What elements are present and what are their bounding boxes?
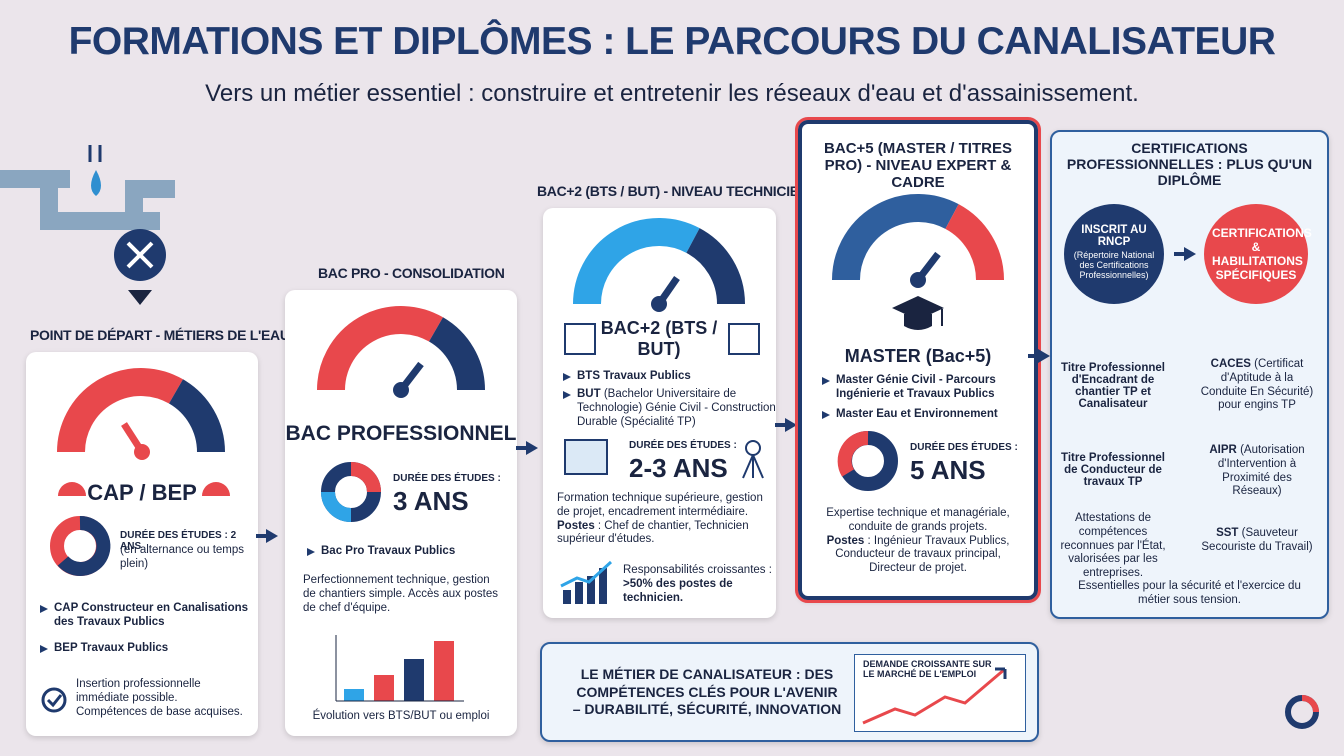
bacpro-description: Perfectionnement technique, gestion de c… bbox=[303, 574, 498, 614]
bac2-duration-label: DURÉE DES ÉTUDES : bbox=[629, 440, 737, 451]
bac5-description: Expertise technique et managériale, cond… bbox=[826, 507, 1010, 533]
cert-left-item: Titre Professionnel d'Encadrant de chant… bbox=[1061, 362, 1165, 410]
bacpro-chart-caption: Évolution vers BTS/BUT ou emploi bbox=[312, 710, 490, 722]
plan-icons bbox=[564, 439, 764, 479]
bacpro-duration-label: DURÉE DES ÉTUDES : bbox=[393, 473, 501, 484]
cap-duration: DURÉE DES ÉTUDES : 2 ANS bbox=[120, 530, 237, 552]
pipe-icon bbox=[0, 145, 175, 305]
cert-footer: Essentielles pour la sécurité et l'exerc… bbox=[1078, 580, 1301, 606]
arrow bbox=[256, 529, 278, 543]
arrow bbox=[775, 418, 797, 432]
gauge bbox=[317, 306, 485, 398]
bar-icon bbox=[335, 635, 464, 702]
cert-left-item: Titre Professionnel de Conducteur de tra… bbox=[1061, 452, 1165, 488]
gauge bbox=[832, 193, 1004, 288]
bacpro-card: BAC PROFESSIONNEL DURÉE DES ÉTUDES : 3 A… bbox=[285, 290, 517, 736]
title: FORMATIONS ET DIPLÔMES : LE PARCOURS DU … bbox=[68, 20, 1276, 63]
bac2-description: Formation technique supérieure, gestion … bbox=[557, 492, 763, 518]
cap-name: CAP / BEP bbox=[87, 480, 197, 505]
subtitle: Vers un métier essentiel : construire et… bbox=[205, 80, 1139, 107]
bac5-item: Master Génie Civil - Parcours Ingénierie… bbox=[822, 374, 1036, 402]
certifications-heading: CERTIFICATIONS PROFESSIONNELLES : PLUS Q… bbox=[1066, 140, 1313, 188]
cap-heading: POINT DE DÉPART - MÉTIERS DE L'EAU bbox=[30, 327, 290, 343]
logo bbox=[1285, 695, 1319, 729]
bac2-item-bold: BTS Travaux Publics bbox=[577, 370, 691, 382]
arrow bbox=[1028, 349, 1050, 363]
cert-right-bold: CACES bbox=[1210, 358, 1251, 370]
donut bbox=[50, 515, 111, 576]
bac2-item: BTS Travaux Publics bbox=[563, 370, 782, 384]
cert-left-note: Attestations de compétences reconnues pa… bbox=[1060, 512, 1166, 580]
specific-circle: CERTIFICATIONS & HABILITATIONS SPÉCIFIQU… bbox=[1204, 204, 1312, 304]
bac5-item: Master Eau et Environnement bbox=[822, 408, 1036, 422]
gauge bbox=[573, 217, 745, 312]
bac2-stat-label: Responsabilités croissantes : bbox=[623, 564, 772, 576]
cert-right-text: (Autorisation d'Intervention à Proximité… bbox=[1217, 444, 1305, 498]
rncp-title: INSCRIT AU RNCP bbox=[1081, 224, 1147, 248]
bac2-item: BUT (Bachelor Universitaire de Technolog… bbox=[563, 388, 782, 429]
cert-right-bold: SST bbox=[1216, 527, 1239, 539]
certifications-card: CERTIFICATIONS PROFESSIONNELLES : PLUS Q… bbox=[1050, 130, 1329, 619]
bac2-duration-value: 2-3 ANS bbox=[629, 453, 728, 483]
bac2-postes: : Chef de chantier, Technicien supérieur… bbox=[557, 519, 749, 546]
growth-icon bbox=[560, 560, 613, 604]
bacpro-duration-value: 3 ANS bbox=[393, 486, 469, 516]
bac2-heading: BAC+2 (BTS / BUT) - NIVEAU TECHNICIEN bbox=[537, 183, 809, 199]
banner: LE MÉTIER DE CANALISATEUR : DES COMPÉTEN… bbox=[540, 642, 1039, 742]
cap-item: BEP Travaux Publics bbox=[40, 642, 264, 656]
cap-note: Insertion professionnelle immédiate poss… bbox=[76, 678, 243, 718]
donut bbox=[837, 431, 898, 491]
donut bbox=[321, 462, 381, 522]
bac5-name: MASTER (Bac+5) bbox=[844, 346, 992, 366]
banner-chart-title: DEMANDE CROISSANTE SUR LE MARCHÉ DE L'EM… bbox=[863, 659, 992, 679]
bac5-duration-value: 5 ANS bbox=[910, 455, 986, 485]
bac2-postes-label: Postes bbox=[557, 519, 595, 532]
rncp-detail: (Répertoire National des Certifications … bbox=[1073, 250, 1155, 280]
bacpro-item: Bac Pro Travaux Publics bbox=[307, 545, 521, 559]
rncp-circle: INSCRIT AU RNCP (Répertoire National des… bbox=[1064, 204, 1164, 304]
arrow bbox=[516, 441, 538, 455]
bac5-heading: BAC+5 (MASTER / TITRES PRO) - NIVEAU EXP… bbox=[824, 140, 1012, 191]
bac5-postes: : Ingénieur Travaux Publics, Conducteur … bbox=[835, 534, 1010, 575]
bac2-stat-value: >50% des postes de technicien. bbox=[623, 577, 733, 604]
banner-text: LE MÉTIER DE CANALISATEUR : DES COMPÉTEN… bbox=[572, 666, 842, 717]
bacpro-name: BAC PROFESSIONNEL bbox=[285, 422, 517, 445]
cap-item: CAP Constructeur en Canalisations des Tr… bbox=[40, 602, 264, 630]
graduation-icon bbox=[892, 296, 944, 330]
bac5-card: BAC+5 (MASTER / TITRES PRO) - NIVEAU EXP… bbox=[795, 117, 1041, 603]
bac2-name: BAC+2 (BTS / BUT) bbox=[600, 318, 718, 359]
helmet-icons bbox=[58, 482, 230, 496]
check-icon bbox=[41, 687, 67, 713]
bacpro-heading: BAC PRO - CONSOLIDATION bbox=[318, 265, 505, 281]
bac2-item-text: (Bachelor Universitaire de Technologie) … bbox=[577, 388, 776, 428]
trend-icon bbox=[862, 667, 1007, 725]
gauge bbox=[57, 368, 225, 460]
cap-duration-note: (en alternance ou temps plein) bbox=[120, 544, 245, 570]
arrow bbox=[1174, 247, 1196, 261]
cert-right-text: (Certificat d'Aptitude à la Conduite En … bbox=[1200, 358, 1314, 412]
blueprint-icons bbox=[564, 323, 760, 355]
cert-right-text: (Sauveteur Secouriste du Travail) bbox=[1201, 527, 1313, 553]
cert-right-bold: AIPR bbox=[1209, 444, 1237, 456]
banner-chart: DEMANDE CROISSANTE SUR LE MARCHÉ DE L'EM… bbox=[854, 654, 1026, 732]
bac5-duration-label: DURÉE DES ÉTUDES : bbox=[910, 442, 1018, 453]
bac2-card: BAC+2 (BTS / BUT) BTS Travaux Publics BU… bbox=[543, 208, 776, 618]
bac2-item-bold: BUT bbox=[577, 388, 601, 400]
cap-card: CAP / BEP DURÉE DES ÉTUDES : 2 ANS (en a… bbox=[26, 352, 258, 736]
bac5-postes-label: Postes bbox=[826, 534, 865, 547]
